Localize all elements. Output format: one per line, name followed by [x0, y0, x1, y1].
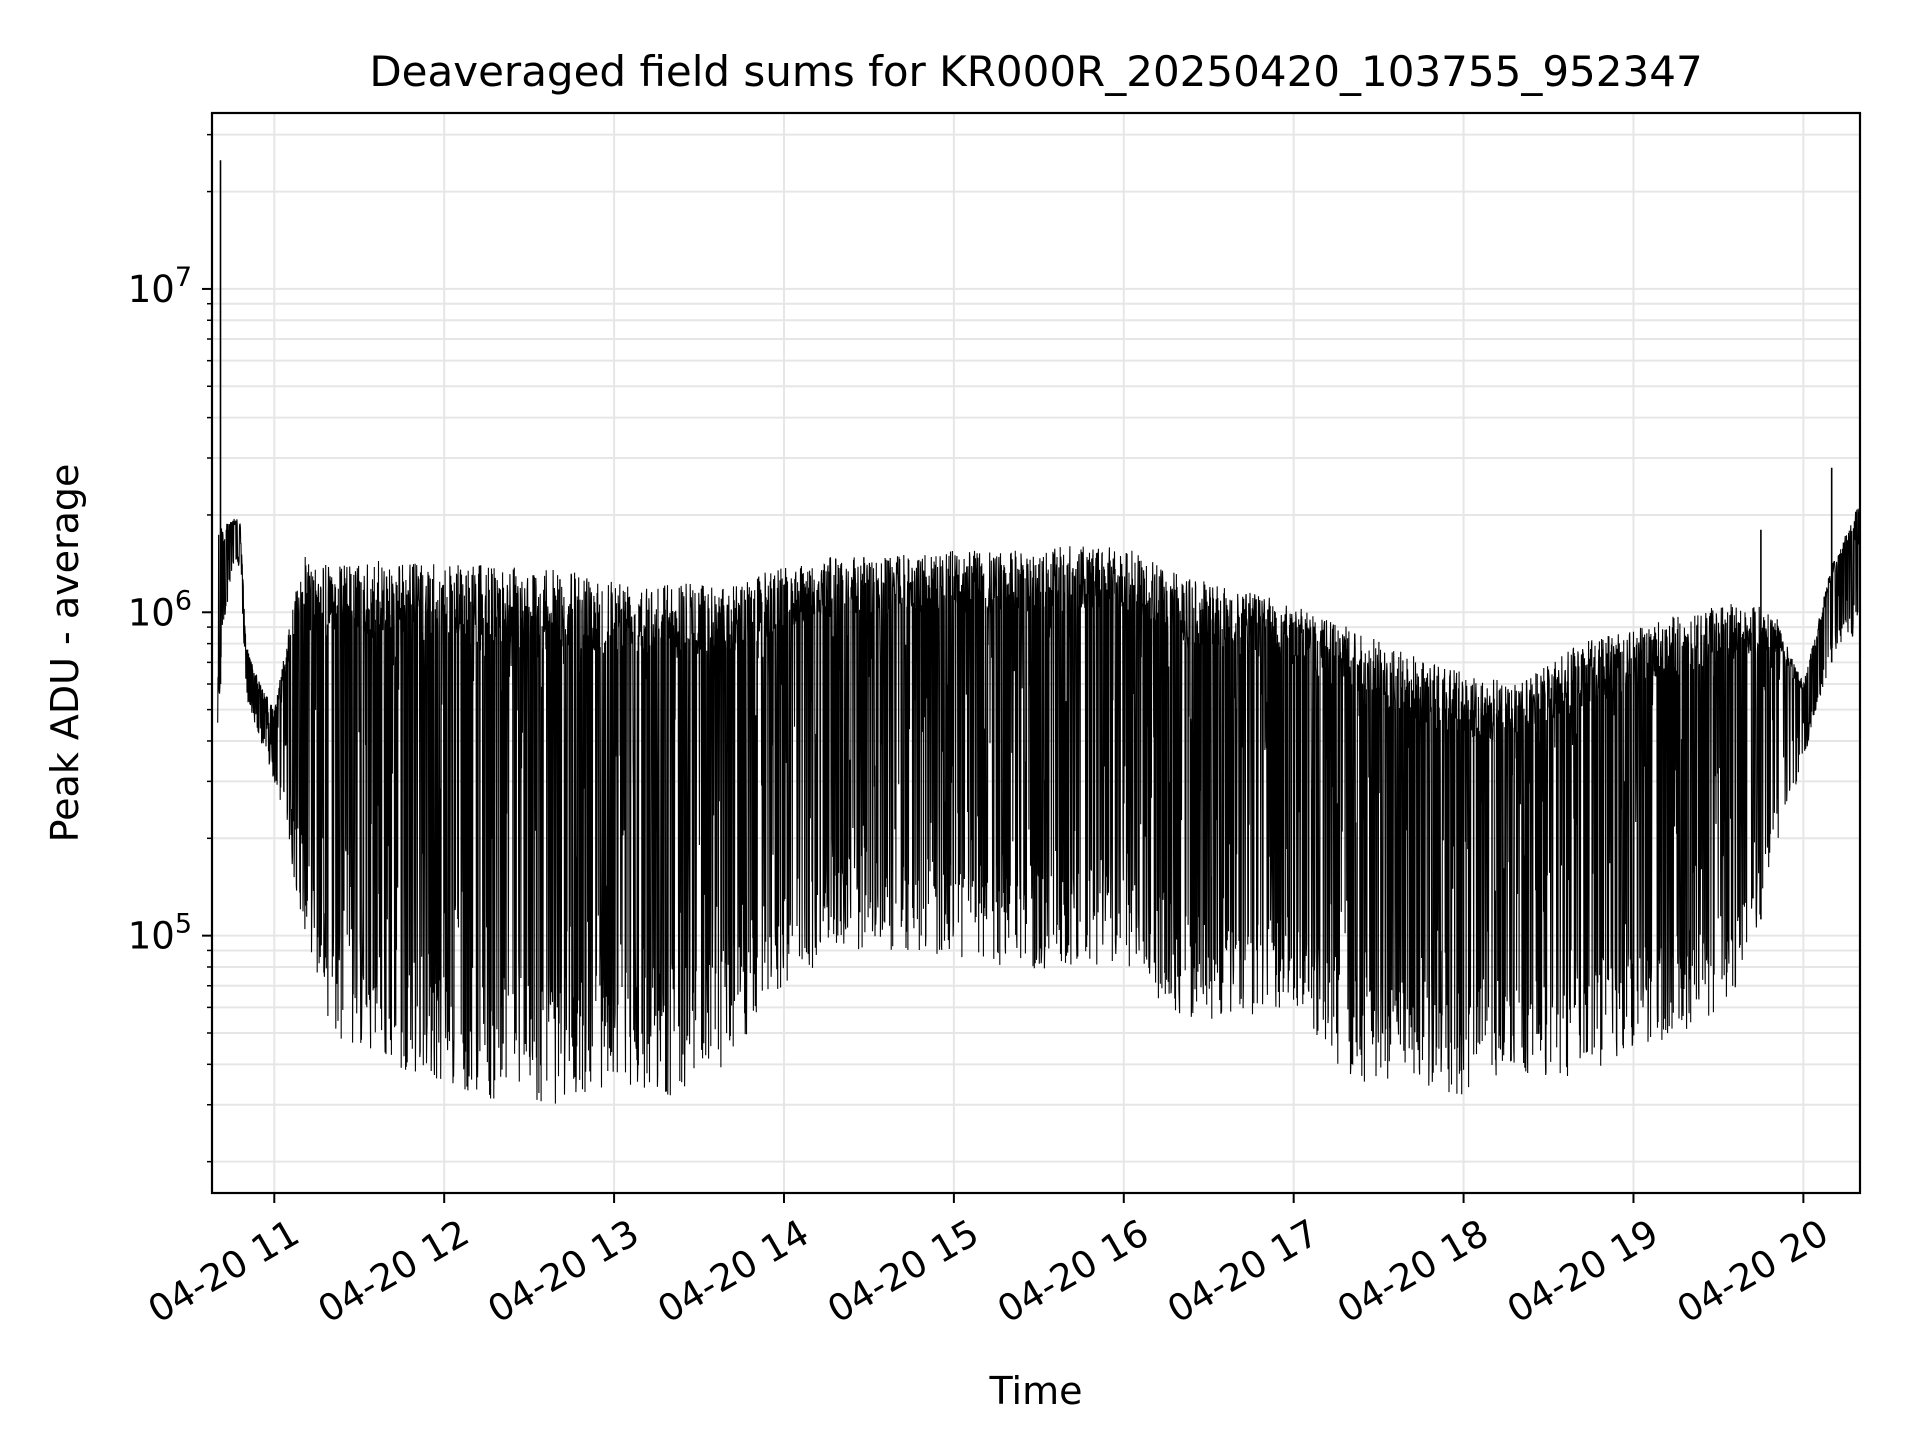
y-axis-label: Peak ADU - average [43, 464, 87, 843]
chart-title: Deaveraged field sums for KR000R_2025042… [369, 47, 1702, 96]
plot-frame [210, 111, 1862, 1195]
y-tick-label: 107 [128, 262, 192, 311]
y-tick-label: 105 [128, 909, 192, 958]
data-series-line [217, 508, 1861, 1104]
x-axis-label: Time [989, 1369, 1083, 1413]
y-tick-label: 106 [128, 585, 192, 634]
data-layer [217, 160, 1861, 1104]
